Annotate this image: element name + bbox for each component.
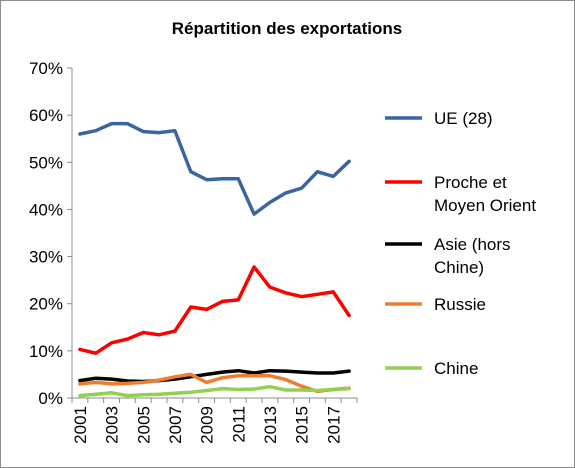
x-tick-label: 2011 [229,406,248,443]
series-line-1 [78,121,351,216]
x-tick-label: 2005 [134,406,153,444]
x-tick-label: 2007 [166,406,185,444]
x-tick-label: 2003 [103,406,122,444]
legend-label: Chine [434,359,478,378]
legend: UE (28) Proche et Moyen Orient Asie (hors Ch… [385,109,536,378]
legend-label: UE (28) [434,109,493,128]
chart-title: Répartition des exportations [172,19,402,38]
series-lines [78,121,351,398]
y-tick-label: 20% [29,295,63,314]
series-line-3 [78,368,351,384]
legend-label: Russie [434,295,486,314]
y-tick-label: 70% [29,59,63,78]
x-tick-label: 2013 [261,406,280,444]
x-tick-label: 2015 [293,406,312,444]
x-tick-label: 2001 [71,406,90,444]
legend-label: Proche et [434,173,507,192]
y-tick-label: 50% [29,153,63,172]
series-line-4 [78,372,351,394]
y-tick-label: 60% [29,106,63,125]
y-tick-label: 10% [29,342,63,361]
legend-label: Moyen Orient [434,196,536,215]
axes: 0% 10% 20% 30% 40% 50% 60% 70% 2001 2003 2005 2007 2… [29,59,358,444]
y-tick-label: 30% [29,248,63,267]
y-tick-label: 40% [29,200,63,219]
y-tick-label: 0% [38,389,63,408]
legend-label: Chine) [434,258,484,277]
x-tick-label: 2009 [198,406,217,444]
x-tick-label: 2017 [324,406,343,444]
legend-label: Asie (hors [434,235,511,254]
series-line-2 [78,265,351,355]
series-line-5 [78,384,351,398]
